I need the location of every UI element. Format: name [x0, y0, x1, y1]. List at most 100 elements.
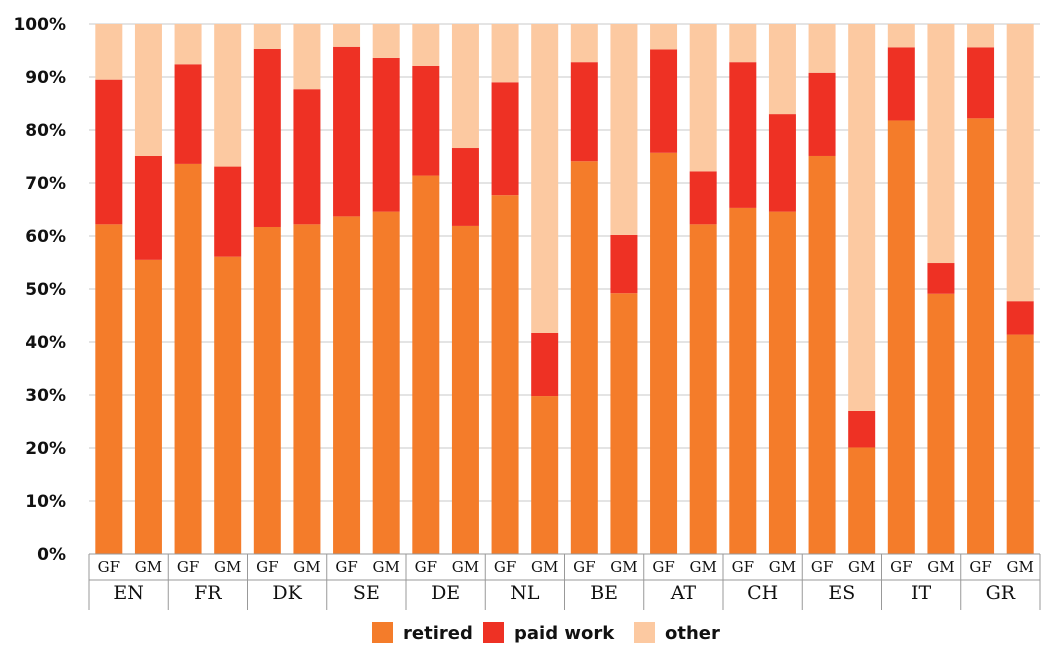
bar-retired-dk-gf [253, 226, 281, 555]
bar-retired-en-gf [95, 224, 123, 554]
legend-label: retired [403, 623, 473, 644]
sub-category-label: GM [848, 558, 875, 576]
bar-paid-work-it-gm [927, 263, 955, 294]
y-tick-label: 60% [25, 227, 66, 247]
legend-label: paid work [514, 623, 615, 644]
legend-swatch [634, 622, 655, 643]
sub-category-label: GF [177, 558, 199, 576]
bar-paid-work-fr-gm [214, 166, 242, 257]
bar-retired-dk-gm [293, 224, 321, 554]
bar-retired-nl-gf [491, 195, 519, 554]
y-tick-label: 30% [25, 386, 66, 406]
sub-category-label: GF [890, 558, 912, 576]
bar-other-de-gm [451, 24, 479, 149]
bar-retired-be-gf [570, 161, 598, 554]
sub-category-label: GM [769, 558, 796, 576]
gridlines [89, 23, 1040, 502]
bar-paid-work-es-gf [808, 72, 836, 156]
sub-category-label: GM [373, 558, 400, 576]
bar-paid-work-be-gf [570, 62, 598, 162]
group-label: GR [986, 582, 1016, 604]
bar-retired-es-gf [808, 155, 836, 554]
bar-retired-en-gm [134, 259, 162, 554]
group-label: BE [590, 582, 618, 604]
bar-paid-work-nl-gf [491, 82, 519, 196]
sub-category-label: GM [1007, 558, 1034, 576]
y-tick-label: 100% [13, 15, 66, 35]
bar-paid-work-it-gf [887, 47, 915, 121]
bar-retired-de-gf [412, 175, 440, 554]
sub-category-label: GF [256, 558, 278, 576]
group-label: DE [431, 582, 460, 604]
bar-retired-fr-gm [214, 256, 242, 554]
legend: retired paid work other [372, 622, 720, 644]
legend-swatch [483, 622, 504, 643]
bar-retired-it-gm [927, 293, 955, 554]
x-axis: GF GM EN GF GM FR GF GM DK GF GM SE GF GM DE GF GM NL GF GM… [88, 553, 1041, 610]
bar-paid-work-se-gf [333, 46, 361, 217]
sub-category-label: GF [652, 558, 674, 576]
bar-paid-work-dk-gm [293, 89, 321, 225]
bar-retired-es-gm [848, 447, 876, 554]
bar-retired-nl-gm [531, 396, 559, 554]
bar-other-dk-gm [293, 24, 321, 90]
y-tick-label: 40% [25, 333, 66, 353]
sub-category-label: GF [573, 558, 595, 576]
bar-other-nl-gf [491, 24, 519, 83]
bar-paid-work-at-gm [689, 171, 717, 225]
bar-retired-at-gm [689, 224, 717, 554]
sub-category-label: GM [452, 558, 479, 576]
y-tick-label: 80% [25, 121, 66, 141]
bar-retired-fr-gf [174, 163, 202, 555]
bar-other-es-gf [808, 24, 836, 73]
bar-retired-it-gf [887, 120, 915, 555]
legend-label: other [665, 623, 720, 644]
sub-category-label: GF [415, 558, 437, 576]
bar-retired-ch-gf [729, 207, 757, 554]
bar-other-se-gm [372, 24, 400, 58]
bar-paid-work-en-gm [134, 155, 162, 260]
sub-category-label: GF [811, 558, 833, 576]
group-label: SE [353, 582, 380, 604]
bars [95, 24, 1034, 555]
sub-category-label: GM [214, 558, 241, 576]
sub-category-label: GF [732, 558, 754, 576]
bar-other-fr-gm [214, 24, 242, 167]
bar-other-be-gm [610, 24, 638, 235]
bar-other-ch-gm [768, 24, 796, 115]
y-axis-ticks: 0% 10% 20% 30% 40% 50% 60% 70% 80% 90% 100% [13, 15, 66, 565]
y-tick-label: 20% [25, 439, 66, 459]
group-label: EN [113, 582, 144, 604]
bar-paid-work-se-gm [372, 57, 400, 212]
group-label: AT [670, 582, 697, 604]
y-tick-label: 70% [25, 174, 66, 194]
bar-paid-work-be-gm [610, 234, 638, 294]
bar-paid-work-ch-gf [729, 62, 757, 208]
bar-other-fr-gf [174, 24, 202, 65]
bar-retired-gr-gf [967, 118, 995, 554]
bar-other-en-gm [134, 24, 162, 156]
sub-category-label: GF [969, 558, 991, 576]
bar-paid-work-de-gf [412, 65, 440, 176]
bar-paid-work-dk-gf [253, 48, 281, 227]
bar-other-dk-gf [253, 24, 281, 49]
bar-paid-work-nl-gm [531, 332, 559, 397]
y-tick-label: 50% [25, 280, 66, 300]
y-tick-label: 10% [25, 492, 66, 512]
bar-other-at-gm [689, 24, 717, 172]
bar-paid-work-at-gf [650, 49, 678, 153]
bar-other-se-gf [333, 24, 361, 47]
bar-other-de-gf [412, 24, 440, 66]
sub-category-label: GM [135, 558, 162, 576]
bar-retired-se-gm [372, 211, 400, 554]
bar-retired-ch-gm [768, 211, 796, 554]
bar-other-es-gm [848, 24, 876, 411]
sub-category-label: GM [293, 558, 320, 576]
group-label: DK [272, 582, 302, 604]
legend-swatch [372, 622, 393, 643]
bar-other-gr-gm [1006, 24, 1034, 302]
bar-paid-work-de-gm [451, 148, 479, 226]
sub-category-label: GM [610, 558, 637, 576]
bar-retired-gr-gm [1006, 334, 1034, 554]
